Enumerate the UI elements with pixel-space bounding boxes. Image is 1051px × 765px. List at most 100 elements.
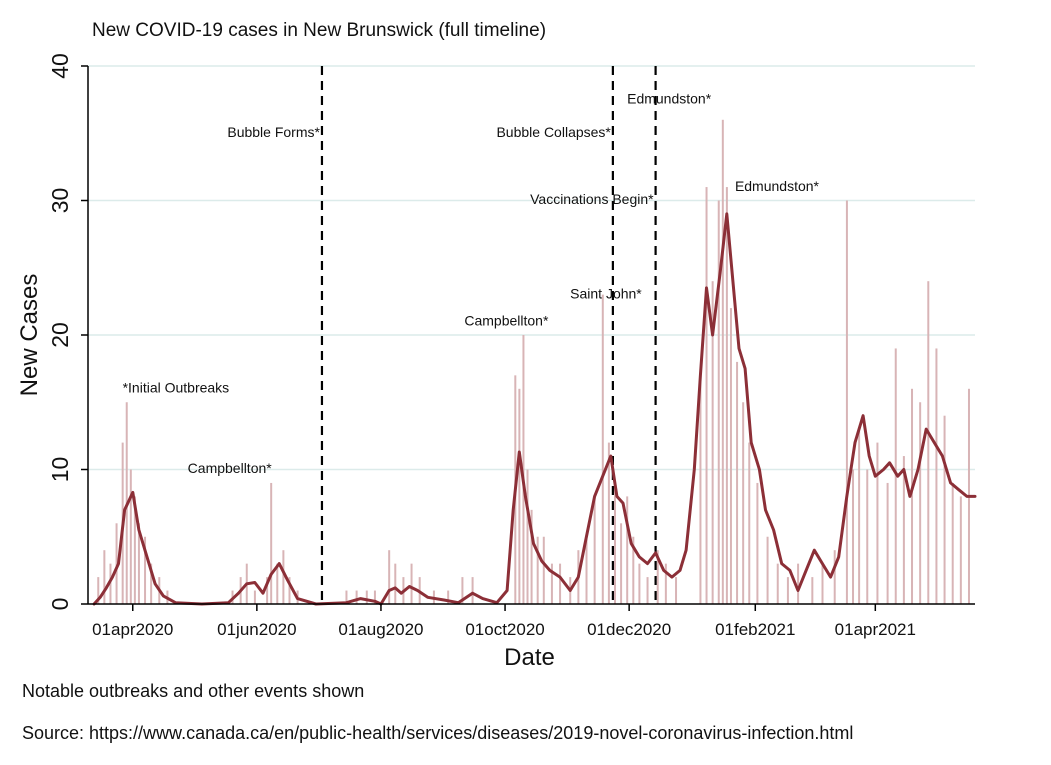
case-bar xyxy=(736,361,739,604)
case-bar xyxy=(373,590,376,604)
case-bar xyxy=(542,536,545,604)
case-bar xyxy=(526,469,529,604)
case-bar xyxy=(270,482,273,604)
case-bar xyxy=(811,577,814,604)
case-bar xyxy=(748,442,751,604)
case-bar xyxy=(103,550,106,604)
x-axis-title: Date xyxy=(504,644,555,671)
case-bar xyxy=(943,415,946,604)
case-bar xyxy=(601,294,604,604)
case-bar xyxy=(276,563,279,604)
case-bar xyxy=(646,577,649,604)
case-bar xyxy=(927,281,930,604)
case-bar xyxy=(886,482,889,604)
case-bar xyxy=(721,119,724,605)
case-bar xyxy=(911,388,914,604)
case-bar xyxy=(866,469,869,604)
x-tick-label: 01aug2020 xyxy=(338,620,423,639)
case-bar xyxy=(365,590,368,604)
y-tick-label: 40 xyxy=(47,53,73,79)
case-bar xyxy=(821,563,824,604)
annotation-label: Campbellton* xyxy=(464,312,549,328)
case-bar xyxy=(355,590,358,604)
y-tick-label: 0 xyxy=(47,598,73,611)
case-bar xyxy=(776,563,779,604)
case-bar xyxy=(471,577,474,604)
case-bar xyxy=(388,550,391,604)
case-bar xyxy=(115,523,118,604)
case-bar xyxy=(282,550,285,604)
case-bar xyxy=(559,563,562,604)
case-bar xyxy=(919,402,922,604)
case-bar xyxy=(626,496,629,604)
case-bar xyxy=(858,429,861,604)
case-bar xyxy=(935,348,938,604)
case-bar xyxy=(613,482,616,604)
case-bar xyxy=(742,402,745,604)
case-bar xyxy=(876,442,879,604)
case-bar xyxy=(620,523,623,604)
annotation-label: Edmundston* xyxy=(627,90,712,106)
y-tick-label: 30 xyxy=(47,188,73,214)
annotation-label: *Initial Outbreaks xyxy=(123,380,230,396)
chart-source: Source: https://www.canada.ca/en/public-… xyxy=(22,723,854,743)
case-bar xyxy=(638,563,641,604)
case-bar xyxy=(852,469,855,604)
case-bar xyxy=(725,187,728,605)
case-bar xyxy=(461,577,464,604)
case-bar xyxy=(902,456,905,604)
case-bar xyxy=(97,577,100,604)
case-bar xyxy=(253,590,256,604)
annotations: Bubble Forms* Bubble Collapses* Vaccinatio… xyxy=(123,90,820,476)
case-bar xyxy=(894,348,897,604)
case-bar xyxy=(530,509,533,604)
average-line xyxy=(92,212,977,606)
case-bar xyxy=(410,563,413,604)
x-tick-label: 01jun2020 xyxy=(217,620,296,639)
annotation-label: Edmundston* xyxy=(735,178,820,194)
seven-day-average-line xyxy=(92,212,977,606)
case-bar xyxy=(699,375,702,604)
x-tick-label: 01oct2020 xyxy=(465,620,544,639)
case-bar xyxy=(675,577,678,604)
event-label: Bubble Forms* xyxy=(227,124,320,140)
case-bar xyxy=(518,388,521,604)
case-bar xyxy=(717,200,720,604)
axes: 0 10 20 30 40 01apr2020 01jun2020 01aug2020 01oc… xyxy=(16,53,975,671)
case-bar xyxy=(833,550,836,604)
case-bar xyxy=(150,563,153,604)
case-bar xyxy=(550,563,553,604)
case-bar xyxy=(585,536,588,604)
chart-note: Notable outbreaks and other events shown xyxy=(22,681,365,701)
case-bar xyxy=(705,187,708,605)
case-bar xyxy=(729,308,732,604)
y-tick-label: 10 xyxy=(47,457,73,483)
annotation-label: Saint John* xyxy=(570,285,642,301)
case-bar xyxy=(109,563,112,604)
case-bar xyxy=(266,577,269,604)
case-bar xyxy=(394,563,397,604)
case-bar xyxy=(845,200,848,604)
case-bar xyxy=(664,563,667,604)
case-bar xyxy=(144,536,147,604)
event-label: Vaccinations Begin* xyxy=(530,191,654,207)
case-bar xyxy=(133,496,136,604)
case-bar xyxy=(345,590,348,604)
case-bar xyxy=(951,482,954,604)
case-bar xyxy=(447,590,450,604)
x-tick-label: 01dec2020 xyxy=(587,620,671,639)
case-bar xyxy=(607,442,610,604)
y-gridlines xyxy=(88,65,975,471)
x-tick-label: 01apr2021 xyxy=(835,620,916,639)
case-bar xyxy=(522,335,525,604)
y-tick-label: 20 xyxy=(47,322,73,348)
x-tick-label: 01feb2021 xyxy=(715,620,795,639)
case-bar xyxy=(711,281,714,604)
case-bar xyxy=(766,536,769,604)
case-bar xyxy=(797,563,800,604)
case-bar xyxy=(656,550,659,604)
case-bar xyxy=(536,536,539,604)
chart-title: New COVID-19 cases in New Brunswick (ful… xyxy=(92,20,547,41)
case-bar xyxy=(756,482,759,604)
